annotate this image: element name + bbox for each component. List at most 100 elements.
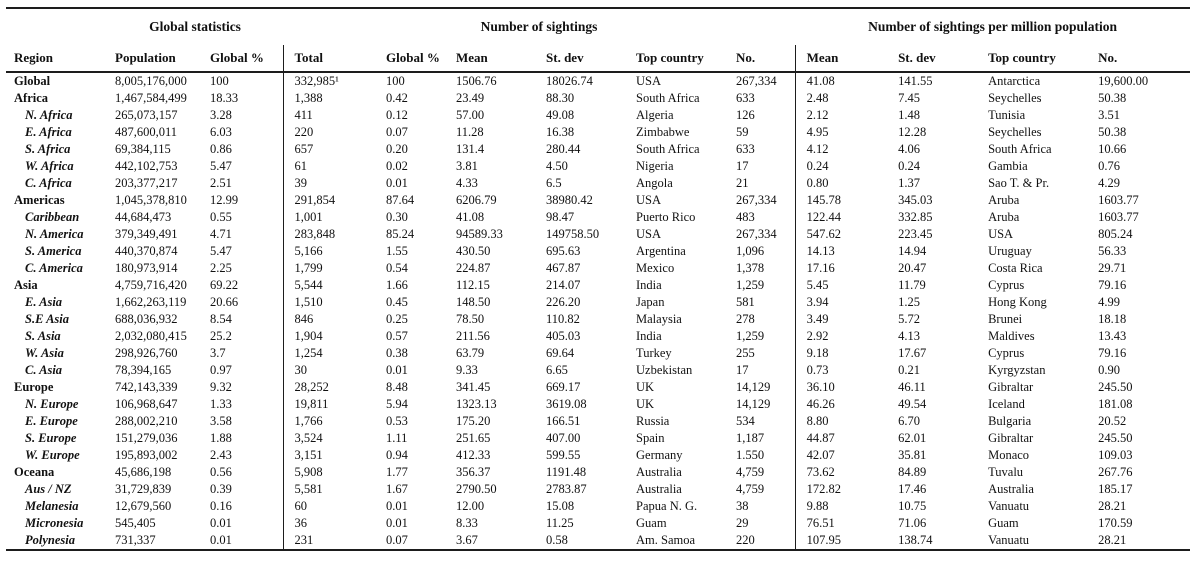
data-cell: 0.01 bbox=[386, 499, 408, 513]
data-cell: 98.47 bbox=[546, 210, 575, 224]
data-cell: 11.79 bbox=[898, 278, 926, 292]
table-row: Melanesia 12,679,560 0.16 60 0.01 12.00 15.08 P… bbox=[6, 498, 1190, 515]
data-cell: Iceland bbox=[988, 397, 1025, 411]
data-cell: 73.62 bbox=[794, 464, 891, 481]
table-row: S. Asia 2,032,080,415 25.2 1,904 0.57 211.56 4… bbox=[6, 328, 1190, 345]
region-cell: E. Asia bbox=[25, 295, 63, 309]
data-cell: 5.94 bbox=[386, 397, 408, 411]
data-cell: 5,166 bbox=[282, 243, 379, 260]
column-header-top-country-2: Top country bbox=[980, 45, 1091, 73]
data-cell: 695.63 bbox=[546, 244, 581, 258]
column-header-row: Region Population Global % Total Global … bbox=[6, 45, 1191, 73]
data-cell: 1,904 bbox=[282, 328, 379, 345]
data-cell: 76.51 bbox=[794, 515, 891, 532]
data-cell: 45,686,198 bbox=[115, 465, 172, 479]
data-cell: 30 bbox=[282, 362, 379, 379]
data-cell: 3.28 bbox=[210, 108, 232, 122]
data-cell: Bulgaria bbox=[988, 414, 1032, 428]
data-cell: South Africa bbox=[636, 91, 700, 105]
data-cell: Zimbabwe bbox=[636, 125, 690, 139]
data-cell: Cyprus bbox=[988, 278, 1025, 292]
table-row: Polynesia 731,337 0.01 231 0.07 3.67 0.58 Am. S… bbox=[6, 532, 1190, 550]
data-cell: 0.45 bbox=[386, 295, 408, 309]
data-cell: USA bbox=[636, 74, 662, 88]
data-cell: Russia bbox=[636, 414, 670, 428]
data-cell: Costa Rica bbox=[988, 261, 1043, 275]
data-cell: 8.33 bbox=[456, 516, 478, 530]
data-cell: 84.89 bbox=[898, 465, 927, 479]
data-cell: 19,811 bbox=[282, 396, 379, 413]
data-cell: 59 bbox=[736, 125, 749, 139]
data-cell: 4,759 bbox=[736, 482, 765, 496]
data-cell: 56.33 bbox=[1098, 244, 1127, 258]
data-cell: 332.85 bbox=[898, 210, 933, 224]
region-cell: Global bbox=[14, 74, 51, 88]
column-header-mean-2: Mean bbox=[794, 45, 891, 73]
data-cell: 6206.79 bbox=[456, 193, 497, 207]
data-cell: 100 bbox=[386, 74, 405, 88]
group-header-spacer bbox=[6, 8, 107, 45]
data-cell: South Africa bbox=[636, 142, 700, 156]
data-cell: 87.64 bbox=[386, 193, 415, 207]
data-cell: 25.2 bbox=[210, 329, 232, 343]
data-cell: 78,394,165 bbox=[115, 363, 172, 377]
data-cell: 805.24 bbox=[1098, 227, 1133, 241]
data-cell: 1,187 bbox=[736, 431, 765, 445]
data-cell: USA bbox=[636, 193, 662, 207]
data-cell: 2,032,080,415 bbox=[115, 329, 187, 343]
data-cell: 106,968,647 bbox=[115, 397, 178, 411]
data-cell: 4.71 bbox=[210, 227, 232, 241]
data-cell: 0.56 bbox=[210, 465, 232, 479]
data-cell: 0.80 bbox=[794, 175, 891, 192]
data-cell: 9.18 bbox=[794, 345, 891, 362]
data-cell: 2783.87 bbox=[546, 482, 587, 496]
data-cell: 211.56 bbox=[456, 329, 490, 343]
data-cell: 1.55 bbox=[386, 244, 408, 258]
data-cell: 3619.08 bbox=[546, 397, 587, 411]
data-cell: 1603.77 bbox=[1098, 193, 1139, 207]
data-cell: 0.24 bbox=[794, 158, 891, 175]
data-cell: 46.26 bbox=[794, 396, 891, 413]
data-cell: 36 bbox=[282, 515, 379, 532]
data-cell: 245.50 bbox=[1098, 380, 1133, 394]
data-cell: Germany bbox=[636, 448, 683, 462]
data-cell: Sao T. & Pr. bbox=[988, 176, 1050, 190]
region-cell: Polynesia bbox=[25, 533, 75, 547]
data-cell: 412.33 bbox=[456, 448, 491, 462]
data-cell: Angola bbox=[636, 176, 673, 190]
data-cell: 3.67 bbox=[456, 533, 478, 547]
data-cell: 69,384,115 bbox=[115, 142, 171, 156]
data-cell: 487,600,011 bbox=[115, 125, 178, 139]
data-cell: 1.77 bbox=[386, 465, 408, 479]
data-cell: 8.48 bbox=[386, 380, 408, 394]
data-cell: 1191.48 bbox=[546, 465, 587, 479]
data-cell: 411 bbox=[282, 107, 379, 124]
data-cell: 4.50 bbox=[546, 159, 568, 173]
data-cell: Guam bbox=[636, 516, 667, 530]
data-cell: Aruba bbox=[988, 210, 1020, 224]
data-cell: 1.48 bbox=[898, 108, 920, 122]
data-cell: Australia bbox=[636, 465, 682, 479]
data-cell: 175.20 bbox=[456, 414, 491, 428]
data-cell: 0.58 bbox=[546, 533, 568, 547]
table-row: C. America 180,973,914 2.25 1,799 0.54 224.87… bbox=[6, 260, 1190, 277]
data-cell: 0.01 bbox=[210, 516, 232, 530]
data-cell: 79.16 bbox=[1098, 346, 1127, 360]
data-cell: 5.47 bbox=[210, 244, 232, 258]
table-row: W. Europe 195,893,002 2.43 3,151 0.94 412.33 5… bbox=[6, 447, 1190, 464]
data-cell: 17 bbox=[736, 363, 749, 377]
data-cell: 0.54 bbox=[386, 261, 408, 275]
data-cell: 442,102,753 bbox=[115, 159, 178, 173]
data-cell: Vanuatu bbox=[988, 499, 1030, 513]
table-row: E. Europe 288,002,210 3.58 1,766 0.53 175.20 1… bbox=[6, 413, 1190, 430]
data-cell: 0.94 bbox=[386, 448, 408, 462]
data-cell: 57.00 bbox=[456, 108, 485, 122]
data-cell: 5.72 bbox=[898, 312, 920, 326]
data-cell: 1,467,584,499 bbox=[115, 91, 187, 105]
data-cell: 5,581 bbox=[282, 481, 379, 498]
data-cell: 345.03 bbox=[898, 193, 933, 207]
data-cell: South Africa bbox=[988, 142, 1052, 156]
table-row: E. Africa 487,600,011 6.03 220 0.07 11.28 16.3… bbox=[6, 124, 1190, 141]
data-cell: 69.64 bbox=[546, 346, 575, 360]
column-header-no-1: No. bbox=[728, 45, 796, 73]
